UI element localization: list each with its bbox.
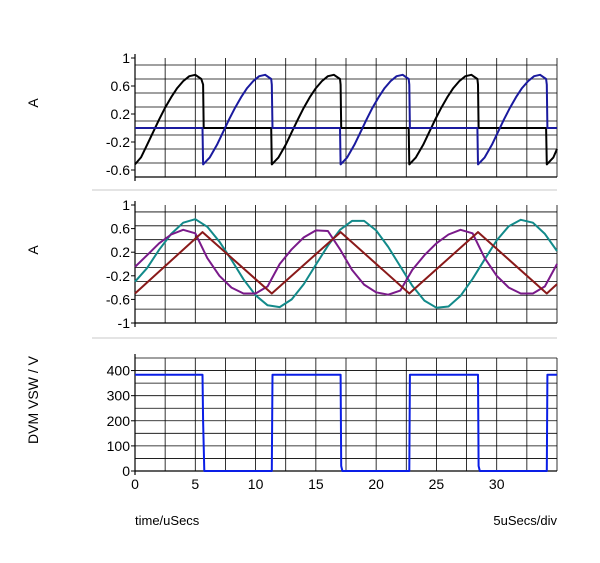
x-tick-label: 20	[368, 476, 384, 492]
x-axis-label: time/uSecs	[135, 513, 200, 528]
series-line-2	[134, 228, 558, 296]
y-tick-label: -1	[118, 315, 131, 331]
y-tick-label: 300	[107, 388, 131, 404]
y-axis-label: DVM VSW / V	[25, 355, 41, 444]
series-line-1	[134, 218, 558, 309]
x-tick-label: 0	[131, 476, 139, 492]
y-tick-label: 0	[122, 463, 130, 479]
series-line-3	[134, 231, 558, 295]
y-tick-label: 0.6	[111, 78, 131, 94]
y-tick-label: 1	[122, 197, 130, 213]
x-scale-label: 5uSecs/div	[493, 513, 557, 528]
series-line-1	[135, 373, 557, 472]
series-line-2	[135, 73, 557, 166]
y-axis-label: A	[25, 245, 41, 255]
y-tick-label: 200	[107, 413, 131, 429]
chart-panel-3: 400 300 200 100 0 DVM VSW / V 0 5 10 15 20 25 30 time…	[25, 354, 557, 528]
grid-lines	[134, 205, 558, 324]
y-axis-label: A	[25, 98, 41, 108]
y-tick-label: -0.6	[106, 162, 130, 178]
y-tick-label: 0.2	[111, 106, 131, 122]
x-tick-label: 15	[308, 476, 324, 492]
y-tick-label: -0.6	[106, 291, 130, 307]
chart-panel-1: 1 0.6 0.2 -0.2 -0.6 A	[25, 50, 558, 181]
x-tick-label: 5	[191, 476, 199, 492]
chart-panel-2: 1 0.6 0.2 -0.2 -0.6 -1 A	[25, 197, 558, 331]
x-tick-label: 30	[489, 476, 505, 492]
series-line-1	[134, 73, 558, 166]
x-tick-label: 10	[248, 476, 264, 492]
y-tick-label: 1	[122, 50, 130, 66]
y-tick-label: 0.2	[111, 244, 131, 260]
x-tick-label: 25	[429, 476, 445, 492]
y-tick-label: 0.6	[111, 221, 131, 237]
y-tick-label: -0.2	[106, 268, 130, 284]
y-tick-label: 100	[107, 438, 131, 454]
y-tick-label: -0.2	[106, 134, 130, 150]
y-tick-label: 400	[107, 363, 131, 379]
